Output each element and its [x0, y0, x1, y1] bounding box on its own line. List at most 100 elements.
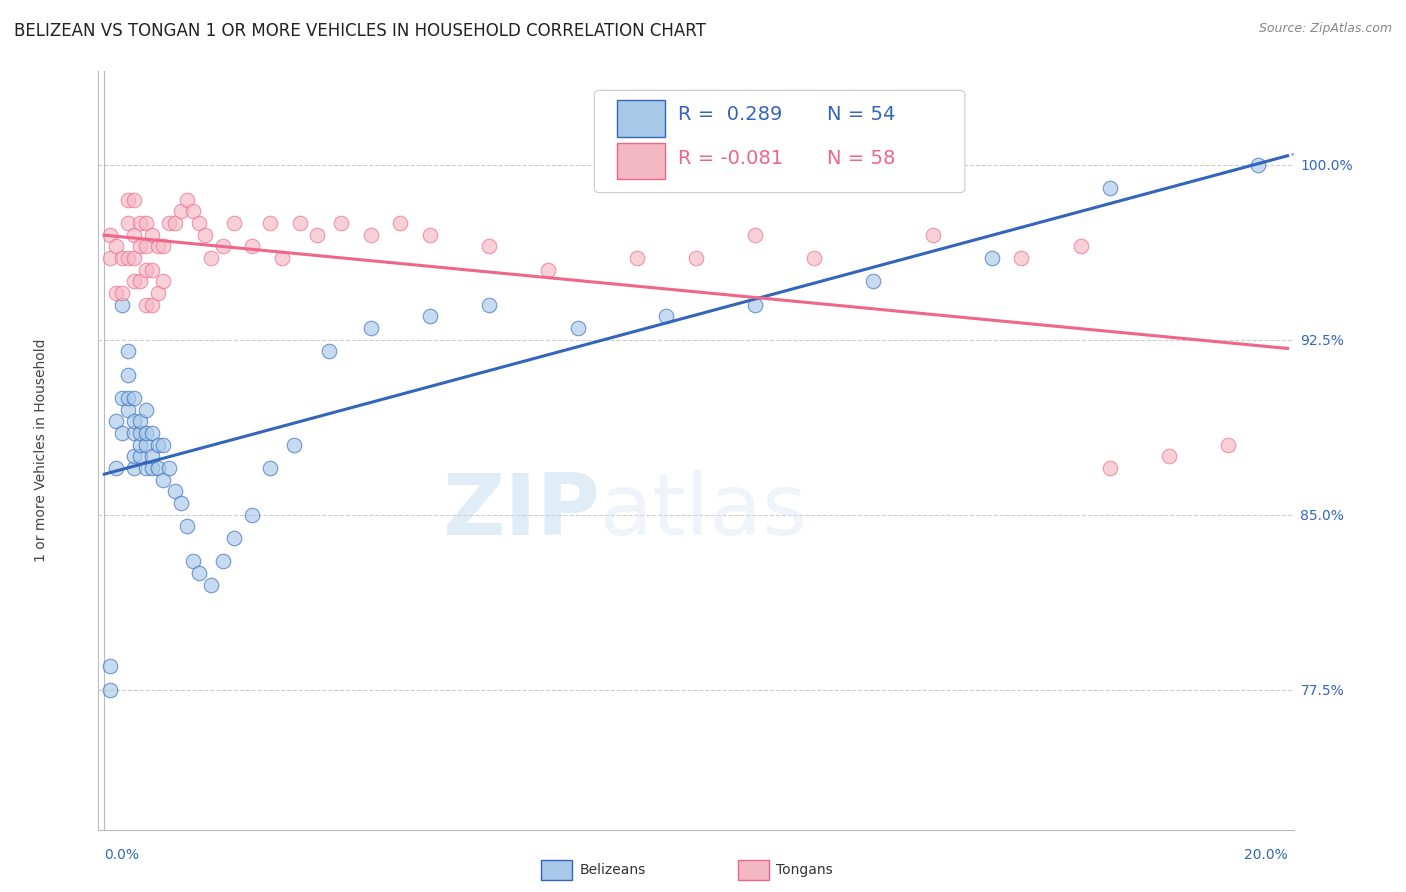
Point [105, 239, 128, 253]
Point [176, 519, 198, 533]
Point [744, 227, 766, 242]
Point [1010, 251, 1032, 265]
Point [117, 391, 139, 405]
Point [128, 274, 150, 288]
Point [128, 414, 150, 428]
Text: Tongans: Tongans [776, 863, 832, 877]
Point [111, 425, 134, 440]
Point [111, 298, 134, 312]
Point [141, 298, 163, 312]
Point [211, 239, 233, 253]
Point [122, 450, 145, 464]
Point [170, 204, 193, 219]
Point [1218, 437, 1240, 451]
Point [128, 437, 150, 451]
Point [152, 239, 174, 253]
Point [360, 321, 382, 335]
Point [135, 298, 157, 312]
Point [141, 450, 163, 464]
Text: ZIP: ZIP [443, 469, 600, 553]
Point [111, 251, 134, 265]
Point [128, 425, 150, 440]
Point [141, 227, 163, 242]
Point [152, 274, 174, 288]
Point [135, 402, 157, 417]
FancyBboxPatch shape [595, 90, 965, 193]
Point [117, 251, 139, 265]
Point [419, 310, 441, 324]
Text: N = 58: N = 58 [827, 149, 896, 168]
Text: 1 or more Vehicles in Household: 1 or more Vehicles in Household [34, 339, 48, 562]
Point [146, 437, 169, 451]
Point [122, 274, 145, 288]
Point [478, 239, 501, 253]
Point [259, 461, 281, 475]
Point [478, 298, 501, 312]
Point [744, 298, 766, 312]
Point [122, 425, 145, 440]
Point [141, 461, 163, 475]
Point [626, 251, 648, 265]
Point [105, 285, 128, 300]
Point [1099, 181, 1122, 195]
Point [122, 193, 145, 207]
Point [803, 251, 825, 265]
Point [211, 554, 233, 568]
Point [111, 391, 134, 405]
Point [862, 274, 884, 288]
Point [128, 216, 150, 230]
Point [1247, 158, 1270, 172]
Point [146, 285, 169, 300]
Point [270, 251, 292, 265]
Point [330, 216, 353, 230]
Point [117, 368, 139, 382]
Point [165, 484, 187, 499]
Point [98, 227, 121, 242]
Text: N = 54: N = 54 [827, 104, 896, 123]
Point [117, 193, 139, 207]
Point [157, 461, 180, 475]
Point [188, 566, 211, 580]
Point [170, 496, 193, 510]
Bar [617, 101, 665, 136]
Point [117, 402, 139, 417]
Point [152, 437, 174, 451]
Point [176, 193, 198, 207]
Point [128, 239, 150, 253]
Point [122, 251, 145, 265]
Point [122, 461, 145, 475]
Point [111, 285, 134, 300]
Point [122, 391, 145, 405]
Text: R =  0.289: R = 0.289 [678, 104, 782, 123]
Point [194, 227, 217, 242]
Point [1070, 239, 1092, 253]
Point [128, 450, 150, 464]
Text: BELIZEAN VS TONGAN 1 OR MORE VEHICLES IN HOUSEHOLD CORRELATION CHART: BELIZEAN VS TONGAN 1 OR MORE VEHICLES IN… [14, 22, 706, 40]
Point [141, 262, 163, 277]
Point [135, 216, 157, 230]
Point [224, 216, 246, 230]
Point [117, 216, 139, 230]
Text: Belizeans: Belizeans [579, 863, 645, 877]
Point [188, 216, 211, 230]
Point [98, 251, 121, 265]
Point [165, 216, 187, 230]
Point [259, 216, 281, 230]
Point [283, 437, 305, 451]
Point [1159, 450, 1181, 464]
Point [567, 321, 589, 335]
Point [240, 239, 263, 253]
Text: 20.0%: 20.0% [1244, 848, 1288, 863]
Point [318, 344, 340, 359]
Point [200, 251, 222, 265]
Point [307, 227, 329, 242]
Point [122, 414, 145, 428]
Point [135, 461, 157, 475]
Point [135, 425, 157, 440]
Bar [617, 143, 665, 179]
Point [537, 262, 560, 277]
Point [105, 414, 128, 428]
Point [141, 425, 163, 440]
Point [389, 216, 412, 230]
Point [122, 227, 145, 242]
